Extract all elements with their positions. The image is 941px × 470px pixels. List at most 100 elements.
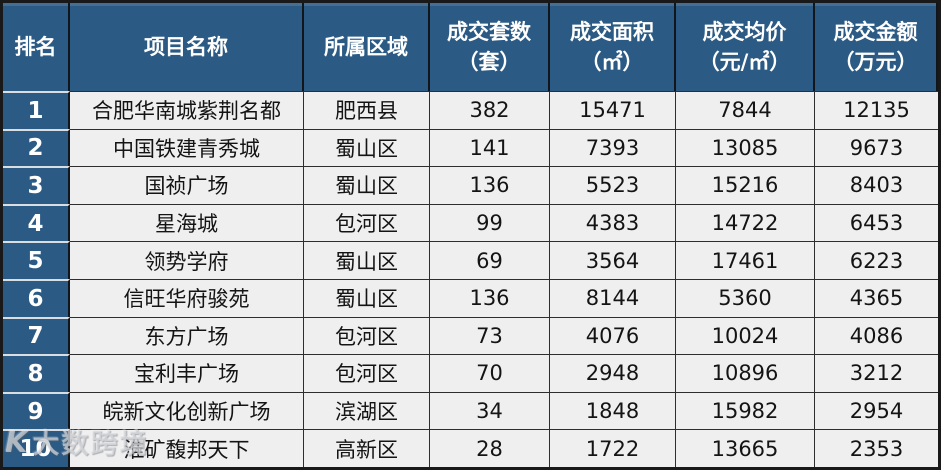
amount-cell: 4086 [815,316,938,355]
cell-value: 蜀山区 [335,249,398,274]
cell-value: 10024 [711,323,779,348]
avg-price-cell: 17461 [676,241,815,279]
cell-value: 13085 [711,135,779,160]
cell-value: 蜀山区 [335,174,398,199]
units-sold-cell: 69 [430,241,550,279]
rank-cell: 3 [3,166,70,204]
rank-cell: 2 [3,128,70,167]
cell-value: 8403 [849,173,904,198]
avg-price-cell: 14722 [676,203,815,242]
cell-value: 7 [27,323,44,350]
area-cell: 4076 [550,316,676,355]
cell-value: 9673 [849,135,904,160]
cell-value: 382 [469,98,510,123]
cell-value: 10896 [711,361,779,386]
avg-price-cell: 13085 [676,128,815,167]
amount-cell: 4365 [815,278,938,317]
project-name-cell: 信旺华府骏苑 [70,278,304,317]
cell-value: 1848 [585,399,640,424]
cell-value: 领势学府 [144,249,229,274]
cell-value: 15216 [711,173,779,198]
project-name-cell: 国祯广场 [70,166,304,204]
avg-price-cell: 10896 [676,354,815,392]
district-cell: 蜀山区 [304,166,430,204]
project-name-cell: 中国铁建青秀城 [70,128,304,167]
cell-value: 1722 [585,436,640,461]
units-sold-cell: 382 [430,91,550,129]
cell-value: 7393 [585,135,640,160]
header-label: 成交面积 [570,19,654,44]
rank-cell: 4 [3,203,70,242]
rank-cell: 10 [3,429,70,467]
avg-price-cell: 10024 [676,316,815,355]
units-sold-cell: 99 [430,203,550,242]
area-cell: 1722 [550,429,676,467]
amount-cell: 6453 [815,203,938,242]
cell-value: 14722 [711,211,779,236]
cell-value: 15982 [711,399,779,424]
table-grid: 排名 项目名称 所属区域 成交套数 （套） 成交面积 （㎡） 成交均价 （元/㎡… [3,3,938,467]
project-name-cell: 淮矿馥邦天下 [70,429,304,467]
amount-cell: 6223 [815,241,938,279]
header-units-sold: 成交套数 （套） [430,3,550,91]
header-label: 排名 [14,34,57,59]
cell-value: 6223 [849,248,904,273]
header-unit: （套） [457,50,521,74]
cell-value: 6453 [849,211,904,236]
header-project-name: 项目名称 [70,3,304,91]
cell-value: 4086 [849,323,904,348]
units-sold-cell: 136 [430,166,550,204]
header-area: 成交面积 （㎡） [550,3,676,91]
cell-value: 包河区 [335,324,398,349]
project-name-cell: 领势学府 [70,241,304,279]
cell-value: 4076 [585,323,640,348]
area-cell: 15471 [550,91,676,129]
project-name-cell: 东方广场 [70,316,304,355]
cell-value: 1 [27,97,44,124]
cell-value: 99 [476,211,503,236]
district-cell: 蜀山区 [304,241,430,279]
cell-value: 星海城 [155,212,218,237]
header-rank: 排名 [3,3,70,91]
cell-value: 5360 [718,286,772,311]
units-sold-cell: 34 [430,391,550,430]
header-amount: 成交金额 （万元） [815,3,938,91]
header-label: 项目名称 [144,34,228,59]
cell-value: 8144 [585,286,640,311]
cell-value: 滨湖区 [335,400,398,425]
project-name-cell: 宝利丰广场 [70,354,304,392]
district-cell: 肥西县 [304,91,430,129]
cell-value: 4 [27,210,44,237]
cell-value: 17461 [711,248,779,273]
cell-value: 5 [27,248,44,275]
header-label: 所属区域 [324,34,408,59]
cell-value: 12135 [843,98,910,123]
rank-cell: 7 [3,316,70,355]
avg-price-cell: 15216 [676,166,815,204]
cell-value: 3564 [585,248,640,273]
project-name-cell: 合肥华南城紫荆名都 [70,91,304,129]
header-avg-price: 成交均价 （元/㎡） [676,3,815,91]
cell-value: 4383 [585,211,640,236]
cell-value: 包河区 [335,362,398,387]
units-sold-cell: 73 [430,316,550,355]
district-cell: 蜀山区 [304,128,430,167]
cell-value: 69 [476,248,503,273]
cell-value: 73 [476,323,503,348]
cell-value: 肥西县 [335,99,398,124]
avg-price-cell: 15982 [676,391,815,430]
header-unit: （㎡） [580,50,644,74]
cell-value: 国祯广场 [144,174,229,199]
cell-value: 蜀山区 [335,287,398,312]
cell-value: 10 [19,436,52,463]
cell-value: 中国铁建青秀城 [113,136,260,161]
cell-value: 13665 [711,436,779,461]
district-cell: 滨湖区 [304,391,430,430]
cell-value: 东方广场 [144,324,229,349]
header-label: 成交均价 [702,19,787,44]
project-name-cell: 星海城 [70,203,304,242]
rank-cell: 9 [3,391,70,430]
cell-value: 4365 [849,286,904,311]
cell-value: 皖新文化创新广场 [102,400,271,425]
